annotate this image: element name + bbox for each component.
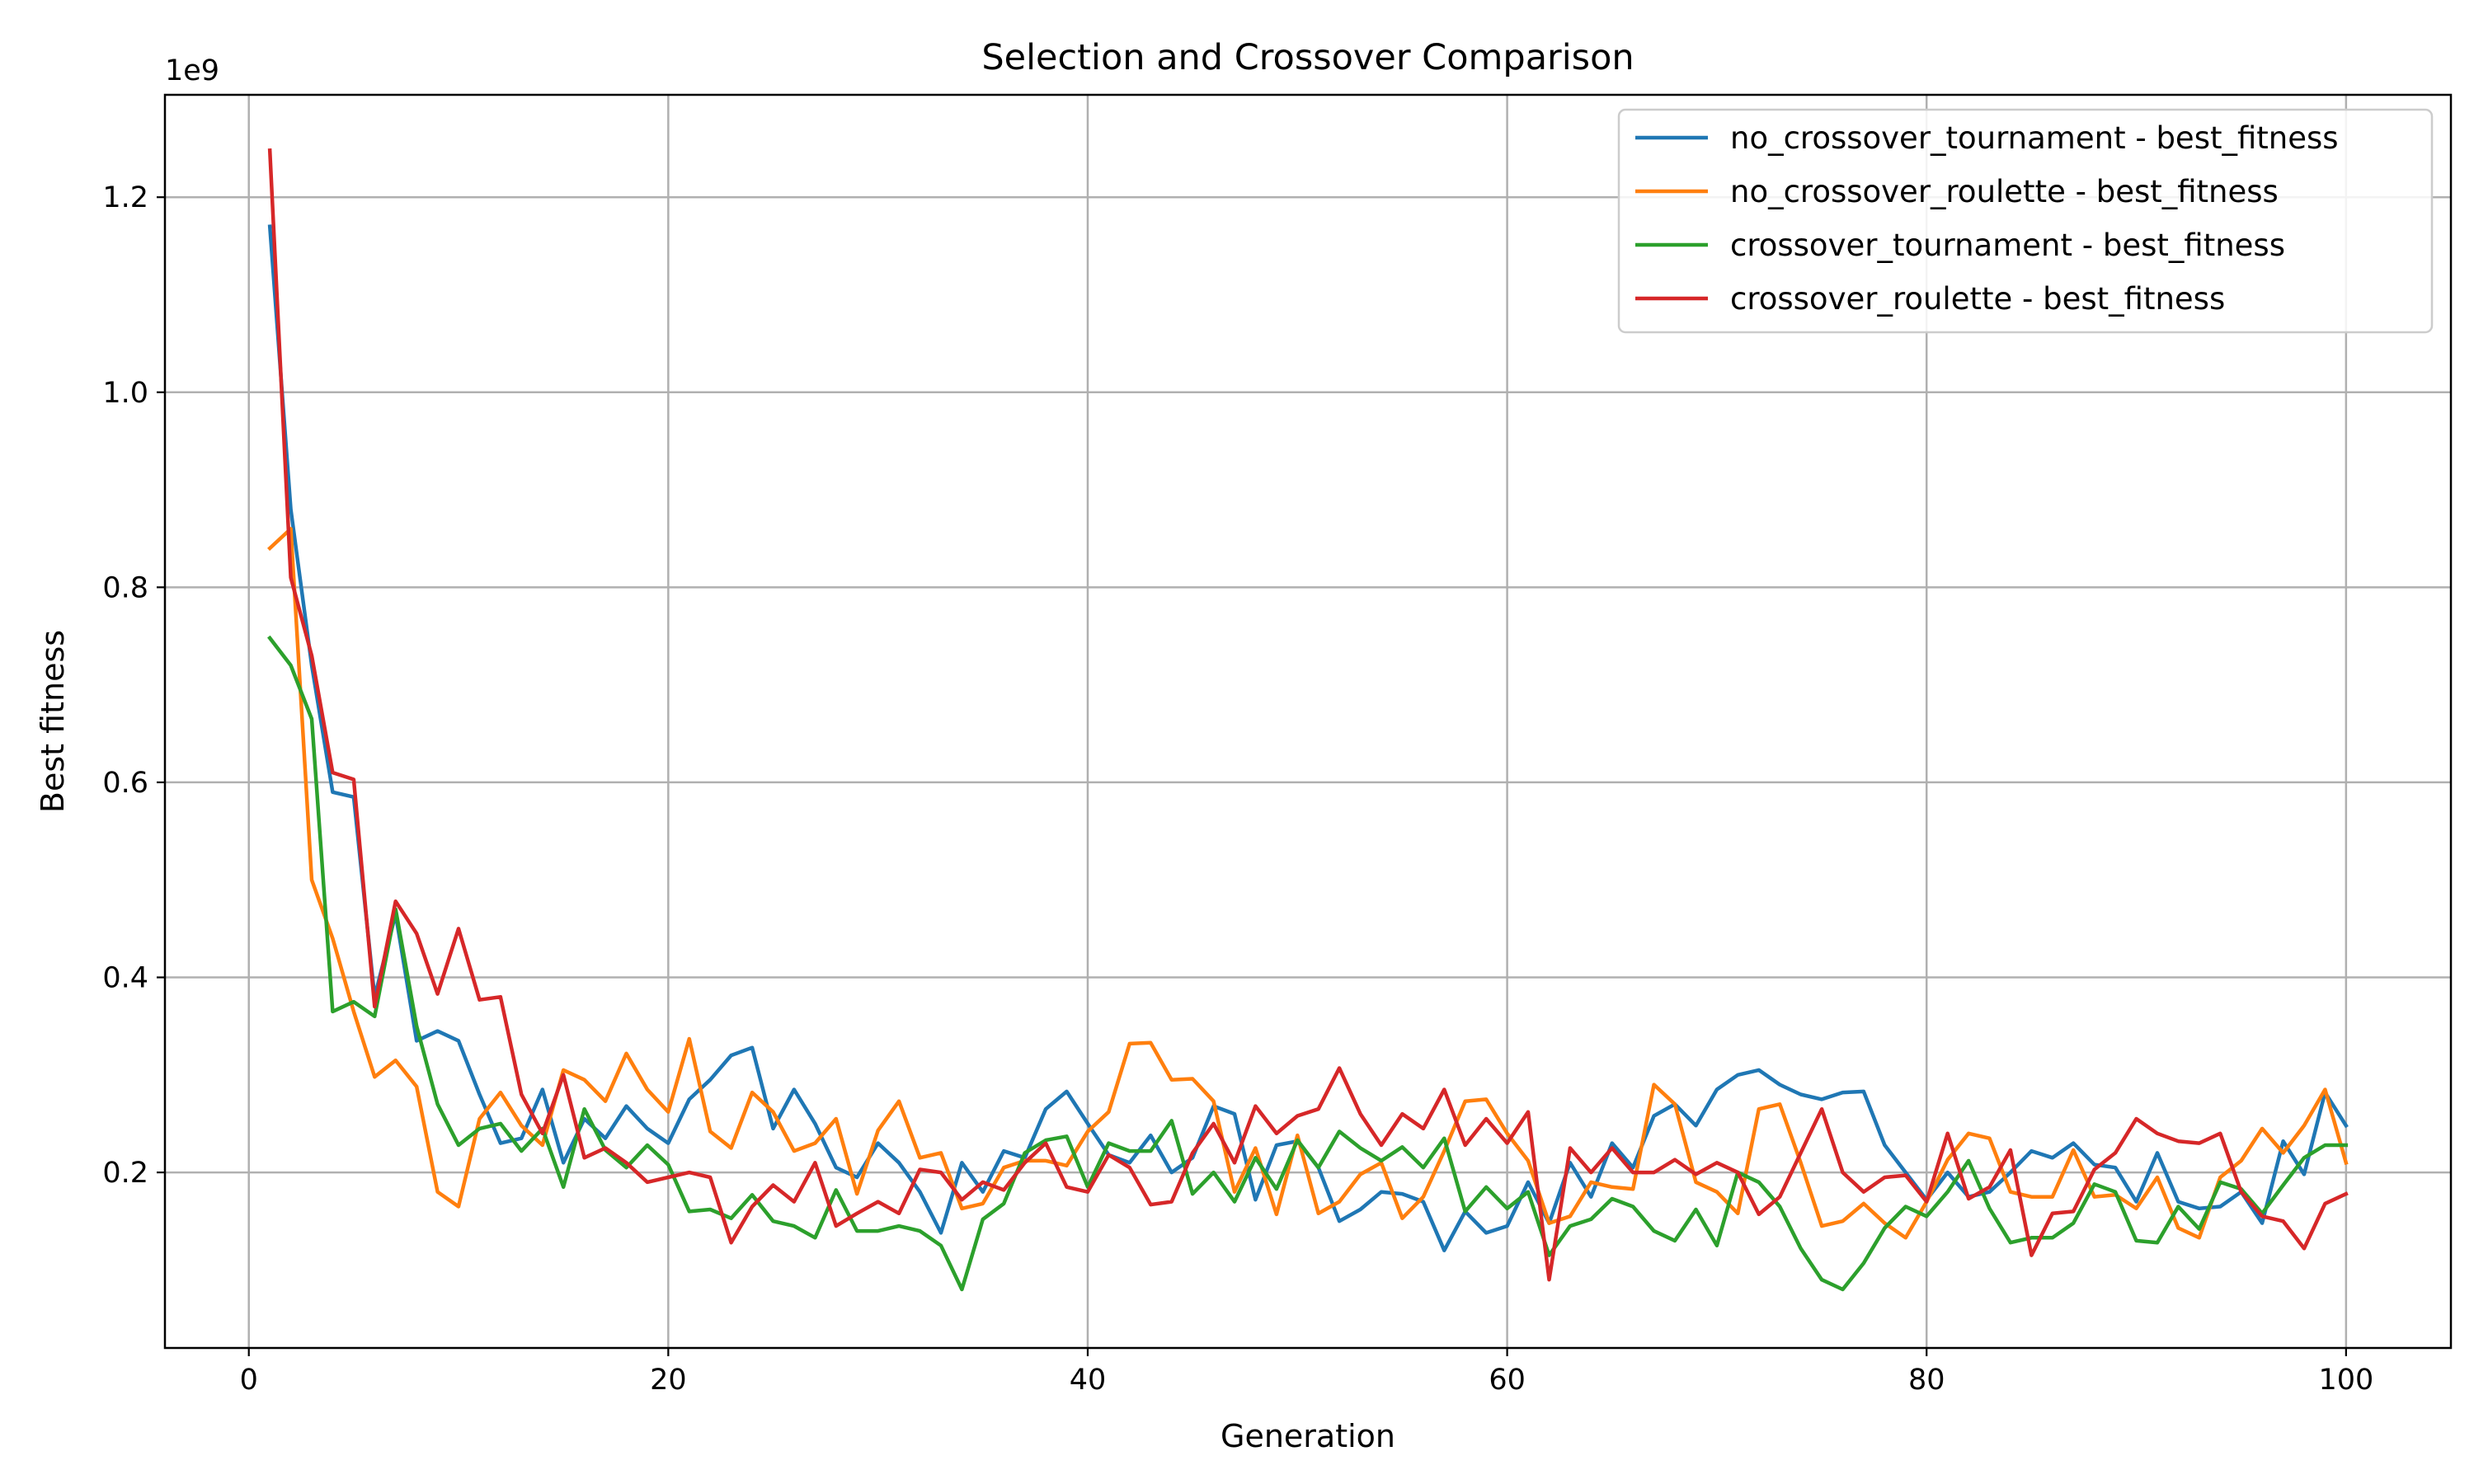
y-tick-label: 1.0 (102, 377, 148, 410)
y-offset-label: 1e9 (165, 54, 219, 87)
legend: no_crossover_tournament - best_fitness n… (1617, 108, 2434, 334)
y-tick-label: 1.2 (102, 181, 148, 214)
y-tick-label: 0.8 (102, 571, 148, 604)
legend-label-3: crossover_roulette - best_fitness (1730, 281, 2225, 317)
series-line-2 (267, 635, 2349, 1292)
legend-box (1617, 108, 2434, 334)
x-tick-label: 0 (240, 1364, 258, 1397)
series-lines (267, 148, 2349, 1292)
axis-ticks: 0 20 40 60 80 100 0.2 0.4 0.6 0.8 1.0 1.2 (102, 181, 2373, 1397)
x-tick-label: 40 (1070, 1364, 1107, 1397)
y-axis-label: Best fitness (35, 630, 71, 813)
grid-lines (165, 95, 2451, 1348)
x-tick-label: 80 (1908, 1364, 1945, 1397)
y-tick-label: 0.4 (102, 962, 148, 995)
x-axis-label: Generation (1221, 1418, 1395, 1454)
chart-title: Selection and Crossover Comparison (981, 37, 1634, 78)
series-line-3 (267, 148, 2349, 1282)
legend-label-2: crossover_tournament - best_fitness (1730, 228, 2285, 263)
x-tick-label: 100 (2318, 1364, 2373, 1397)
x-tick-label: 20 (650, 1364, 687, 1397)
plot-frame (163, 93, 2453, 1350)
legend-label-1: no_crossover_roulette - best_fitness (1730, 174, 2279, 209)
legend-label-0: no_crossover_tournament - best_fitness (1730, 120, 2339, 156)
y-tick-label: 0.2 (102, 1157, 148, 1190)
y-tick-label: 0.6 (102, 767, 148, 800)
x-tick-label: 60 (1489, 1364, 1526, 1397)
